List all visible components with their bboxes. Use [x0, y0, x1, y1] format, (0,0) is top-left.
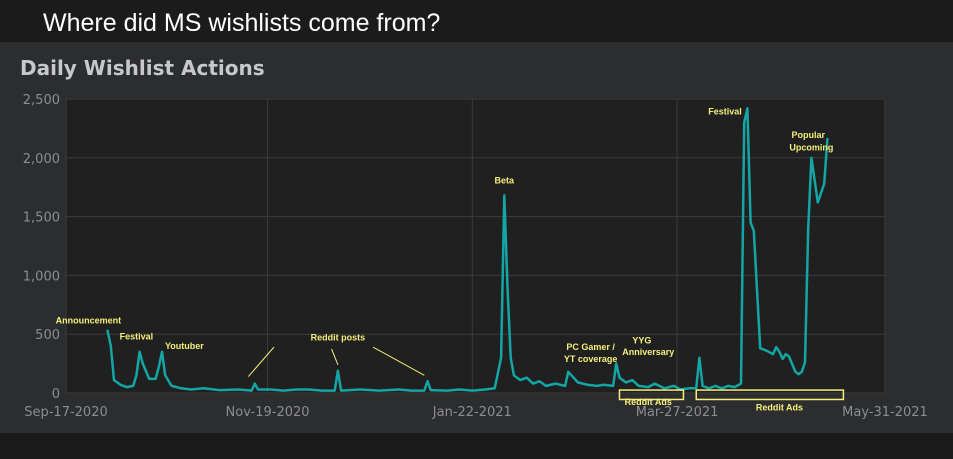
chart-annotation: Anniversary	[622, 347, 674, 357]
x-tick-label: Sep-17-2020	[24, 405, 108, 420]
slide-title: Where did MS wishlists come from?	[43, 9, 441, 37]
y-tick-label: 2,500	[23, 93, 60, 108]
y-tick-label: 500	[35, 328, 60, 343]
chart-panel: Daily Wishlist Actions 0 500 1,000 1,500 2,0…	[0, 42, 953, 433]
chart-annotation: Announcement	[56, 316, 122, 326]
y-tick-label: 2,000	[23, 152, 60, 167]
plot-border	[65, 98, 886, 394]
wishlist-line-chart: 0 500 1,000 1,500 2,000 2,500 Sep-17-2020 Nov-1…	[23, 93, 928, 420]
chart-annotation: PC Gamer /	[566, 342, 615, 352]
reddit-ads-range-box	[695, 389, 845, 401]
chart-title: Daily Wishlist Actions	[20, 56, 265, 80]
x-tick-label: May-31-2021	[842, 405, 928, 420]
chart-annotation: YT coverage	[564, 354, 618, 364]
chart-annotation: YYG	[632, 336, 651, 346]
x-tick-label: Jan-22-2021	[432, 405, 512, 420]
chart-annotation: Festival	[120, 331, 154, 341]
x-tick-label: Mar-27-2021	[636, 405, 719, 420]
y-tick-label: 0	[52, 387, 60, 402]
chart-annotation: Beta	[495, 176, 516, 186]
x-tick-label: Nov-19-2020	[226, 405, 310, 420]
chart-annotation: Reddit Ads	[756, 403, 803, 413]
chart-annotation: Reddit posts	[311, 333, 366, 343]
y-tick-label: 1,500	[23, 211, 60, 226]
chart-annotation: Youtuber	[165, 341, 204, 351]
chart-annotation: Festival	[708, 106, 742, 116]
chart-annotation: Upcoming	[789, 143, 833, 153]
y-tick-label: 1,000	[23, 269, 60, 284]
annotation-callout-line	[372, 346, 425, 376]
reddit-ads-range-box	[618, 389, 685, 401]
annotation-callout-line	[247, 346, 275, 377]
wishlist-series-line	[106, 107, 829, 392]
annotation-callout-line	[331, 348, 339, 365]
chart-annotation: Reddit Ads	[625, 397, 672, 407]
chart-annotation: Popular	[791, 130, 825, 140]
